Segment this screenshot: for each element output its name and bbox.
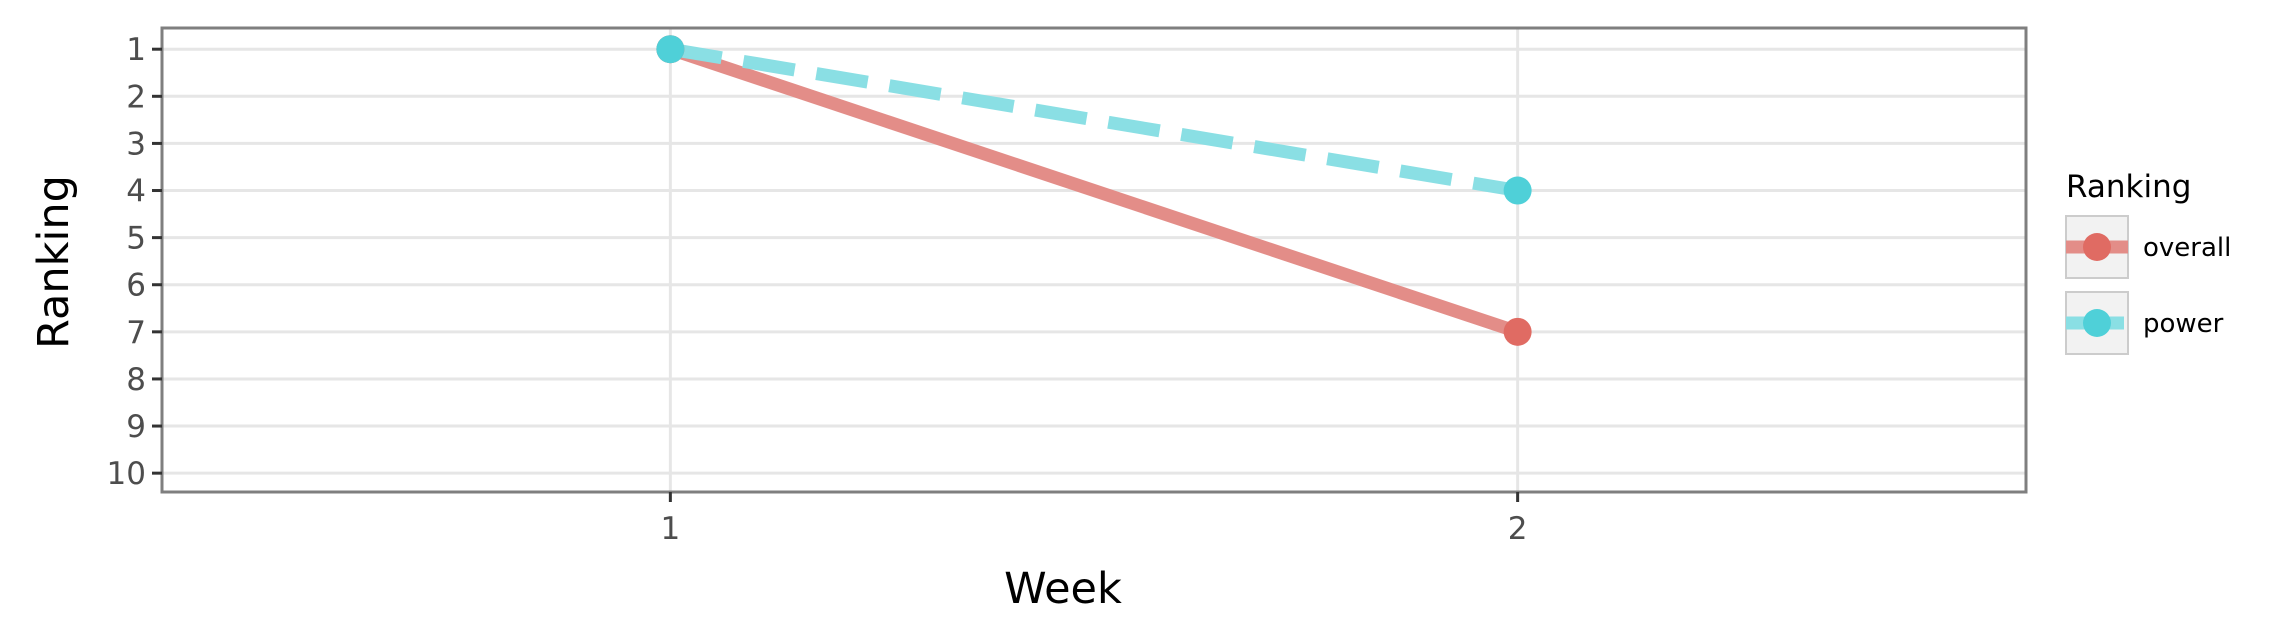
legend-keys: overall power bbox=[2065, 215, 2231, 355]
y-tick-label: 10 bbox=[107, 456, 146, 492]
axes: 1 2 3 4 5 6 7 8 9 10 1 2 bbox=[107, 32, 1528, 547]
series-line-overall bbox=[668, 43, 1520, 339]
y-tick-label: 4 bbox=[126, 174, 146, 210]
y-tick-label: 9 bbox=[126, 409, 146, 445]
y-tick-label: 2 bbox=[126, 79, 146, 115]
x-tick-label: 1 bbox=[660, 511, 680, 547]
legend-item-power: power bbox=[2065, 291, 2224, 355]
y-tick-label: 5 bbox=[126, 221, 146, 257]
series bbox=[656, 35, 1532, 346]
point-power bbox=[656, 35, 685, 64]
point-overall bbox=[1503, 317, 1532, 346]
x-tick-label: 2 bbox=[1508, 511, 1528, 547]
legend-item-overall: overall bbox=[2065, 215, 2231, 279]
legend-key-point bbox=[2083, 309, 2111, 337]
x-axis-title: Week bbox=[1004, 564, 1122, 614]
y-tick-label: 8 bbox=[126, 362, 146, 398]
panel-border bbox=[160, 26, 2028, 494]
y-axis-title: Ranking bbox=[29, 175, 79, 349]
series-line-power bbox=[669, 42, 1519, 197]
legend-key-point bbox=[2083, 233, 2111, 261]
y-tick-label: 7 bbox=[126, 315, 146, 351]
y-tick-label: 1 bbox=[126, 32, 146, 68]
grid bbox=[162, 28, 2026, 492]
point-power bbox=[1503, 176, 1532, 205]
legend-label: power bbox=[2143, 309, 2224, 339]
legend-label: overall bbox=[2143, 233, 2231, 263]
legend-title: Ranking bbox=[2066, 169, 2191, 205]
legend: Ranking overall power bbox=[2065, 169, 2231, 355]
y-tick-label: 6 bbox=[126, 268, 146, 304]
y-tick-label: 3 bbox=[126, 126, 146, 162]
